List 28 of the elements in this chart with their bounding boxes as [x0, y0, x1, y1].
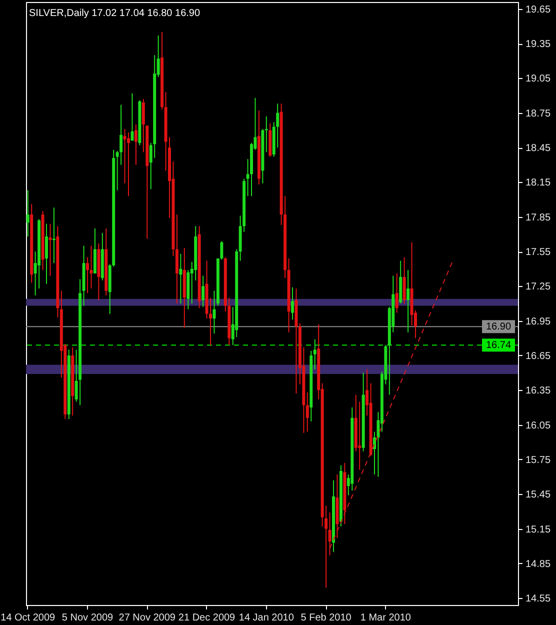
y-tick-label: 19.05: [526, 74, 551, 85]
y-tick-label: 17.55: [526, 247, 551, 258]
x-tick-label: 27 Nov 2009: [118, 612, 176, 624]
x-tick-label: 5 Nov 2009: [62, 612, 114, 624]
x-tick-label: 21 Dec 2009: [178, 612, 236, 624]
y-tick-label: 15.15: [526, 524, 551, 536]
y-tick-label: 18.45: [526, 143, 551, 154]
text: SILVER,Daily 17.02 17.04 16.80 16.90: [29, 8, 200, 19]
x-tick-label: 5 Feb 2010: [300, 612, 352, 624]
y-tick-label: 14.55: [526, 594, 551, 605]
y-tick-label: 14.85: [526, 558, 551, 570]
y-tick-label: 16.05: [526, 420, 551, 432]
x-tick-label: 14 Oct 2009: [0, 612, 56, 624]
y-tick-label: 15.75: [526, 454, 551, 466]
ref-line-label: 16.74: [486, 340, 512, 352]
x-tick-label: 1 Mar 2010: [360, 612, 412, 624]
y-tick-label: 17.85: [526, 212, 551, 224]
y-tick-label: 15.45: [526, 490, 551, 501]
y-tick-label: 18.15: [526, 178, 551, 189]
x-tick-label: 14 Jan 2010: [238, 612, 294, 624]
ref-line-label: 16.90: [486, 322, 512, 333]
y-tick-label: 19.65: [526, 4, 551, 16]
y-tick-label: 16.95: [526, 316, 551, 328]
y-tick-label: 16.65: [526, 350, 551, 362]
y-tick-label: 16.35: [526, 386, 551, 397]
y-tick-label: 17.25: [526, 282, 551, 293]
y-tick-label: 19.35: [526, 39, 551, 50]
y-tick-label: 18.75: [526, 108, 551, 120]
